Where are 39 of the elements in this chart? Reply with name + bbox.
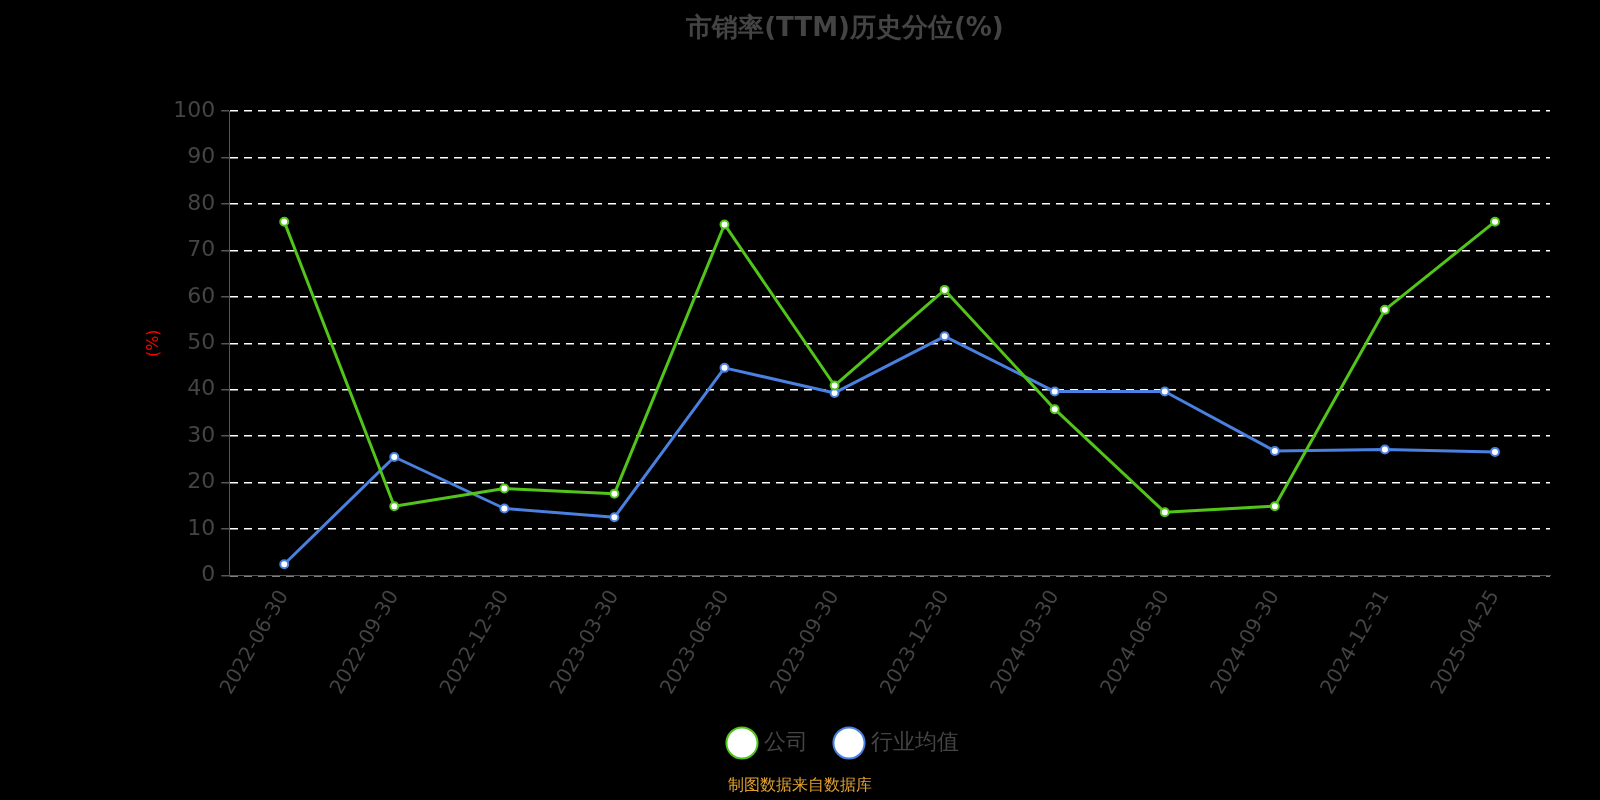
y-tick-label: 100	[173, 96, 216, 122]
y-tick-label: 70	[187, 236, 216, 262]
y-tick-label: 80	[187, 189, 216, 215]
point	[719, 219, 730, 230]
y-tick-label: 50	[187, 328, 216, 354]
legend-label: 公司	[764, 728, 808, 754]
chart-title: 市销率(TTM)历史分位(%)	[685, 12, 1004, 43]
point	[1159, 507, 1170, 518]
y-tick-label: 30	[187, 421, 216, 447]
y-tick-label: 20	[187, 468, 216, 494]
point	[1379, 304, 1390, 315]
y-axis-title: (%)	[142, 329, 162, 358]
point	[389, 451, 400, 462]
point	[1379, 444, 1390, 455]
point	[939, 331, 950, 342]
y-tick-label: 40	[187, 375, 216, 401]
y-tick-label: 10	[187, 514, 216, 540]
point	[499, 503, 510, 514]
point	[1049, 404, 1060, 415]
point	[499, 483, 510, 494]
point	[939, 284, 950, 295]
point	[609, 512, 620, 523]
y-tick-label: 0	[201, 561, 216, 587]
point	[1159, 386, 1170, 397]
point	[1269, 445, 1280, 456]
point	[719, 362, 730, 373]
y-tick-label: 60	[187, 282, 216, 308]
point	[279, 559, 290, 570]
point	[1489, 446, 1500, 457]
point	[1269, 501, 1280, 512]
point	[1049, 386, 1060, 397]
point	[279, 216, 290, 227]
text: 制图数据来自数据库	[728, 775, 872, 795]
point	[609, 488, 620, 499]
point	[829, 380, 840, 391]
y-tick-label: 90	[187, 143, 216, 169]
legend-label: 行业均值	[871, 728, 959, 754]
point	[389, 501, 400, 512]
point	[1489, 216, 1500, 227]
